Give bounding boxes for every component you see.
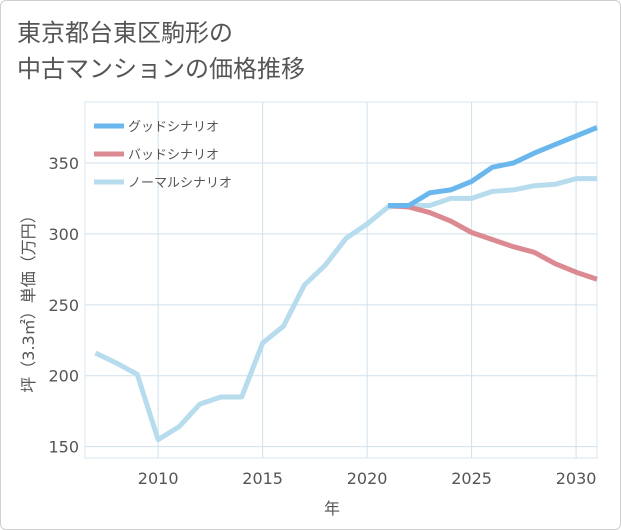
x-tick-label: 2020 [347, 469, 388, 488]
y-tick-label: 200 [48, 367, 79, 386]
plot-area [84, 101, 598, 459]
legend-item-2[interactable]: ノーマルシナリオ [94, 176, 232, 191]
chart-title-line-2: 中古マンションの価格推移 [17, 55, 305, 83]
chart-title: 東京都台東区駒形の 中古マンションの価格推移 [17, 15, 305, 87]
x-axis-label: 年 [324, 499, 340, 518]
legend-item-1[interactable]: バッドシナリオ [94, 148, 219, 163]
chart-title-line-1: 東京都台東区駒形の [17, 19, 233, 47]
y-tick-label: 150 [48, 438, 79, 457]
y-axis-label: 坪（3.3㎡）単価（万円） [19, 207, 38, 392]
x-tick-label: 2015 [242, 469, 283, 488]
x-tick-label: 2030 [556, 469, 597, 488]
series-line-0 [388, 125, 598, 208]
y-tick-label: 250 [48, 296, 79, 315]
x-tick-label: 2025 [451, 469, 492, 488]
series-lines [94, 125, 598, 443]
y-tick-label: 350 [48, 154, 79, 173]
legend-label: バッドシナリオ [128, 148, 219, 163]
legend-label: ノーマルシナリオ [128, 176, 232, 191]
y-tick-label: 300 [48, 225, 79, 244]
legend-item-0[interactable]: グッドシナリオ [94, 120, 219, 135]
legend-label: グッドシナリオ [128, 120, 219, 135]
series-line-1 [387, 203, 598, 282]
series-line-2 [94, 176, 597, 443]
grid-lines [84, 101, 598, 459]
tick-labels: 2010 2015 2020 2025 2030 150 200 250 300 350 [48, 154, 596, 488]
x-tick-label: 2010 [138, 469, 179, 488]
